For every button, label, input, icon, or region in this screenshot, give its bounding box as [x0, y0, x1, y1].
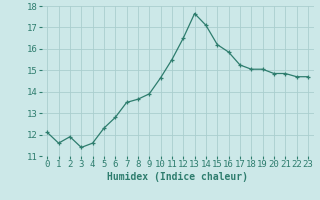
X-axis label: Humidex (Indice chaleur): Humidex (Indice chaleur): [107, 172, 248, 182]
